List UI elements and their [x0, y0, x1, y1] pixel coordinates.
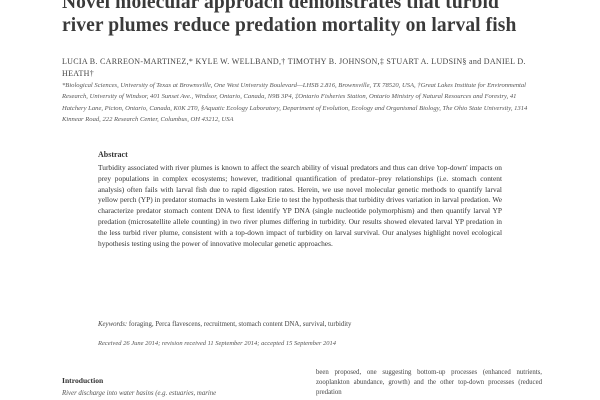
- abstract-heading: Abstract: [98, 150, 128, 159]
- abstract-section: Abstract Turbidity associated with river…: [98, 150, 502, 249]
- keywords-line: Keywords: foraging, Perca flavescens, re…: [98, 320, 502, 330]
- keywords-text: foraging, Perca flavescens, recruitment,…: [128, 321, 352, 328]
- author-affiliations: *Biological Sciences, University of Texa…: [62, 82, 528, 124]
- abstract-text: Turbidity associated with river plumes i…: [98, 163, 502, 248]
- received-dates: Received 26 June 2014; revision received…: [98, 340, 337, 347]
- author-list: LUCIA B. CARREON-MARTINEZ,* KYLE W. WELL…: [62, 57, 526, 78]
- introduction-heading: Introduction: [62, 376, 104, 385]
- keywords-label: Keywords:: [98, 321, 128, 328]
- introduction-text: River discharge into water basins (e.g. …: [62, 390, 217, 397]
- right-column-text: been proposed, one suggesting bottom-up …: [316, 369, 542, 396]
- paper-title: Novel molecular approach demonstrates th…: [62, 0, 517, 36]
